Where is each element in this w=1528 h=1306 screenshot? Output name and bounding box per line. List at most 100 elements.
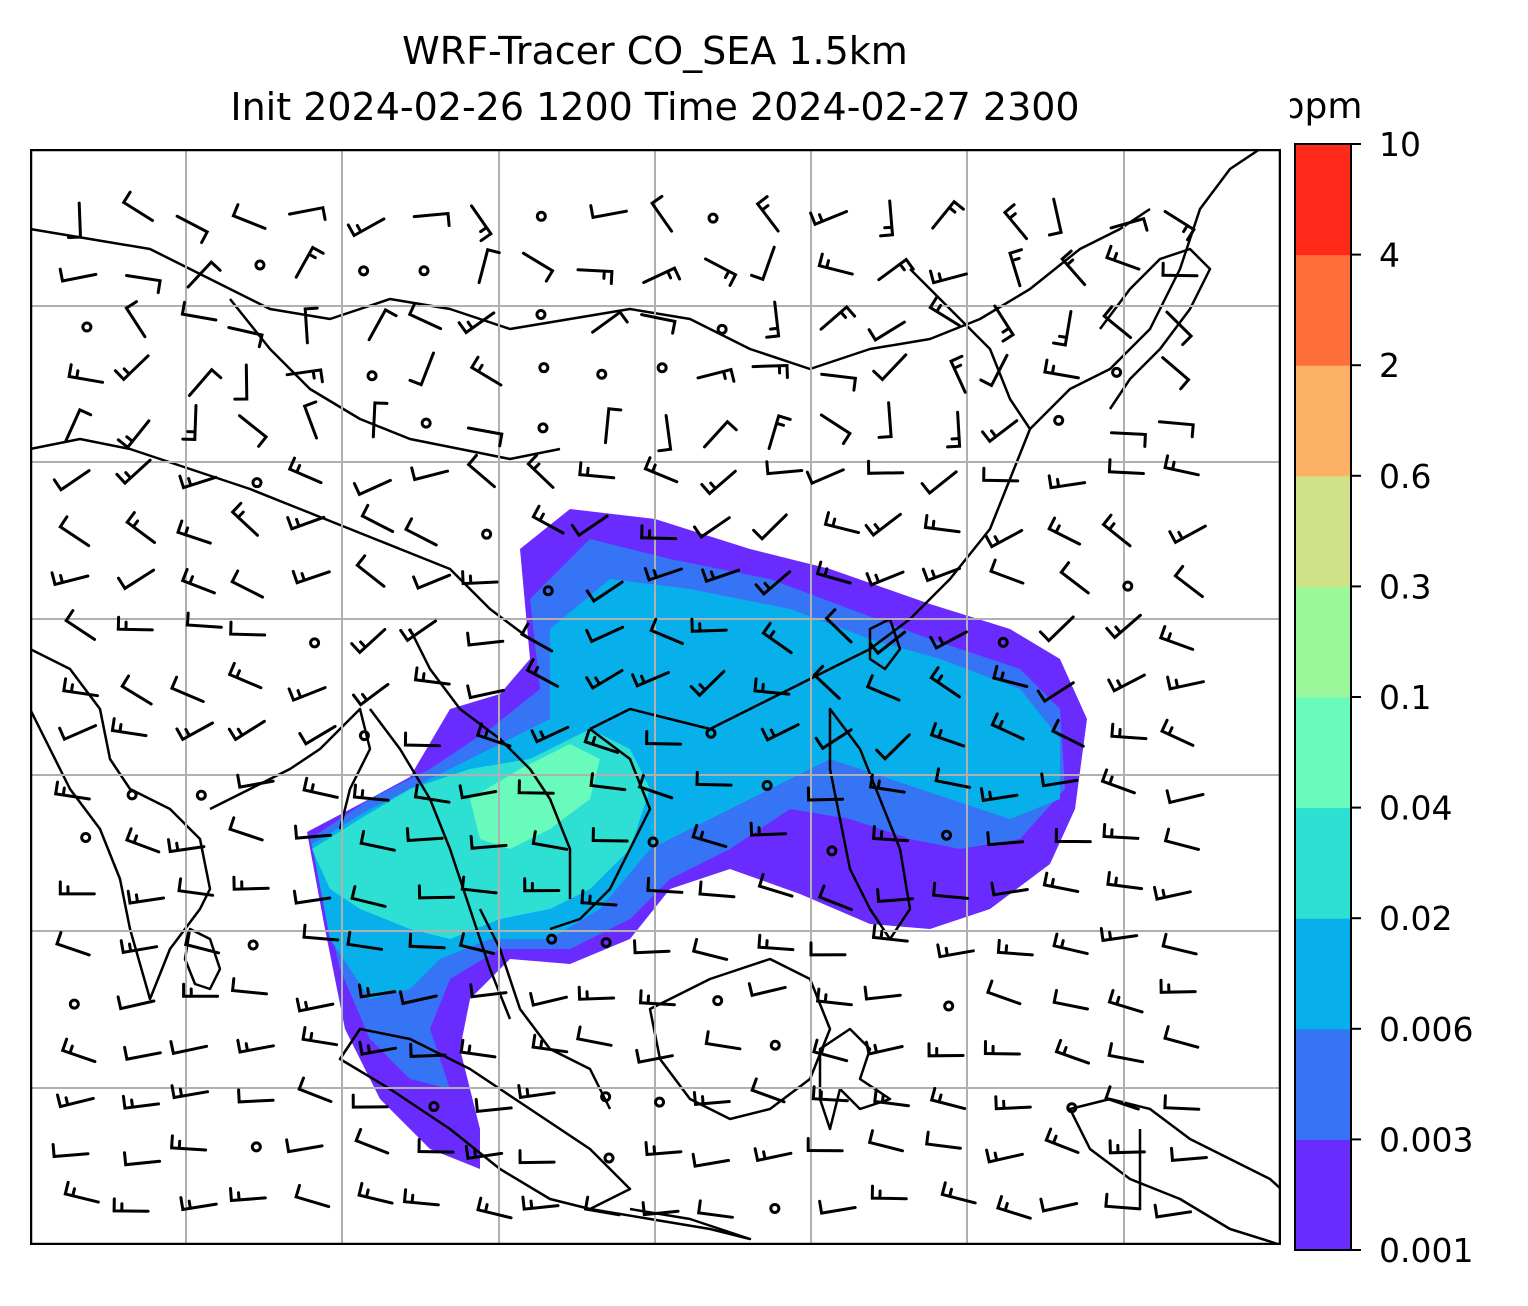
wind-barb <box>1173 564 1204 599</box>
calm-wind-marker <box>1066 1102 1078 1114</box>
wind-barb <box>295 997 335 1013</box>
wind-barb <box>286 515 326 531</box>
wind-barb <box>466 684 505 700</box>
wind-barb <box>413 666 451 686</box>
wind-barb <box>1110 431 1147 448</box>
wind-barb <box>474 1098 513 1114</box>
wind-barb <box>459 1038 497 1059</box>
coast-bay-of-bengal <box>209 707 372 830</box>
wind-barb <box>875 733 911 761</box>
wind-barb <box>767 414 792 450</box>
wind-barb <box>755 195 780 233</box>
wind-barb <box>237 1088 275 1104</box>
wind-barb <box>1161 356 1191 391</box>
wind-barb <box>657 414 673 453</box>
wind-barb <box>119 939 159 955</box>
wind-barb <box>1168 524 1207 545</box>
wind-barb <box>864 512 902 538</box>
wind-barb <box>747 982 787 998</box>
wind-barb <box>464 1144 504 1161</box>
wind-barb <box>925 1130 962 1150</box>
wind-barb <box>757 933 795 952</box>
wind-barb <box>180 300 218 322</box>
calm-wind-marker <box>769 1202 781 1214</box>
wind-barb <box>1039 1197 1079 1213</box>
wind-barb <box>124 827 161 854</box>
wind-barb <box>811 1085 849 1103</box>
colorbar: ppm 0.001 0.003 0.006 0.02 0.04 0.1 0.3 0.6 2 4 10 <box>1290 86 1473 1270</box>
wind-barb <box>287 686 327 703</box>
wind-barb <box>1161 261 1199 278</box>
wind-barb <box>703 419 738 449</box>
colorbar-segment <box>1295 807 1351 919</box>
wind-barb <box>531 1033 569 1054</box>
wind-barb <box>123 1045 162 1061</box>
wind-barb <box>288 205 327 221</box>
wind-barb <box>1159 978 1197 994</box>
wind-barb <box>818 1199 857 1215</box>
map-subtitle: Init 2024-02-26 1200 Time 2024-02-27 230… <box>230 85 1080 129</box>
wind-barb <box>752 513 788 541</box>
wind-barb <box>354 1127 390 1155</box>
wind-barb <box>50 571 90 587</box>
wind-barb <box>929 1086 967 1111</box>
colorbar-segment <box>1295 254 1351 366</box>
wind-barb <box>292 889 332 905</box>
wind-barb <box>1052 989 1089 1011</box>
calm-wind-marker <box>68 998 80 1010</box>
wind-barb <box>230 569 265 599</box>
wind-barb <box>604 407 623 445</box>
wind-barb <box>867 459 905 475</box>
wind-barb <box>458 932 496 955</box>
calm-wind-marker <box>1111 366 1123 378</box>
wind-barb <box>350 885 387 908</box>
wind-barb <box>820 372 858 392</box>
wind-barb <box>531 504 565 535</box>
wind-barb <box>526 453 555 489</box>
wind-barb <box>402 1188 440 1207</box>
wind-barb <box>1054 1038 1090 1065</box>
colorbar-segment <box>1295 586 1351 698</box>
wind-barb <box>864 1040 904 1056</box>
calm-wind-marker <box>716 323 728 335</box>
wind-barb <box>1165 310 1194 346</box>
wind-barb <box>64 609 96 641</box>
wind-barb <box>469 834 508 850</box>
wind-barb <box>806 1137 844 1153</box>
wind-barb <box>125 274 162 295</box>
wind-barb <box>1036 681 1075 704</box>
wind-barb <box>55 931 91 957</box>
calm-wind-marker <box>481 528 493 540</box>
wind-barb <box>696 367 736 383</box>
wind-barb <box>403 731 441 748</box>
wind-barb <box>863 985 902 1001</box>
wind-barb <box>183 931 221 955</box>
wind-barb <box>996 1195 1032 1220</box>
wind-barb <box>121 190 154 222</box>
wind-barb <box>176 519 212 545</box>
wind-barb <box>461 570 499 586</box>
wind-barb <box>116 995 156 1011</box>
calm-wind-marker <box>537 422 549 434</box>
wind-barb <box>1008 248 1023 288</box>
coast-vietnam-china <box>589 149 1261 731</box>
wind-barb <box>929 269 968 285</box>
wind-barb <box>646 876 684 894</box>
calm-wind-marker <box>358 265 370 277</box>
wind-barb <box>585 580 624 604</box>
colorbar-tick-label: 0.1 <box>1379 678 1431 717</box>
wind-barb <box>407 302 443 331</box>
wind-barb <box>1105 613 1142 640</box>
wind-barb <box>294 245 325 279</box>
wind-barb <box>1163 210 1196 242</box>
wind-barb <box>809 210 849 227</box>
colorbar-tick-label: 0.6 <box>1379 457 1431 496</box>
wind-barb <box>67 201 83 239</box>
colorbar-tick-label: 2 <box>1379 346 1400 385</box>
coast-sumatra <box>338 1027 632 1211</box>
wind-barb <box>757 873 794 898</box>
wind-barb <box>1102 305 1132 339</box>
wind-barb <box>990 881 1029 897</box>
wind-barb <box>691 1152 731 1168</box>
wind-barb <box>412 211 451 227</box>
